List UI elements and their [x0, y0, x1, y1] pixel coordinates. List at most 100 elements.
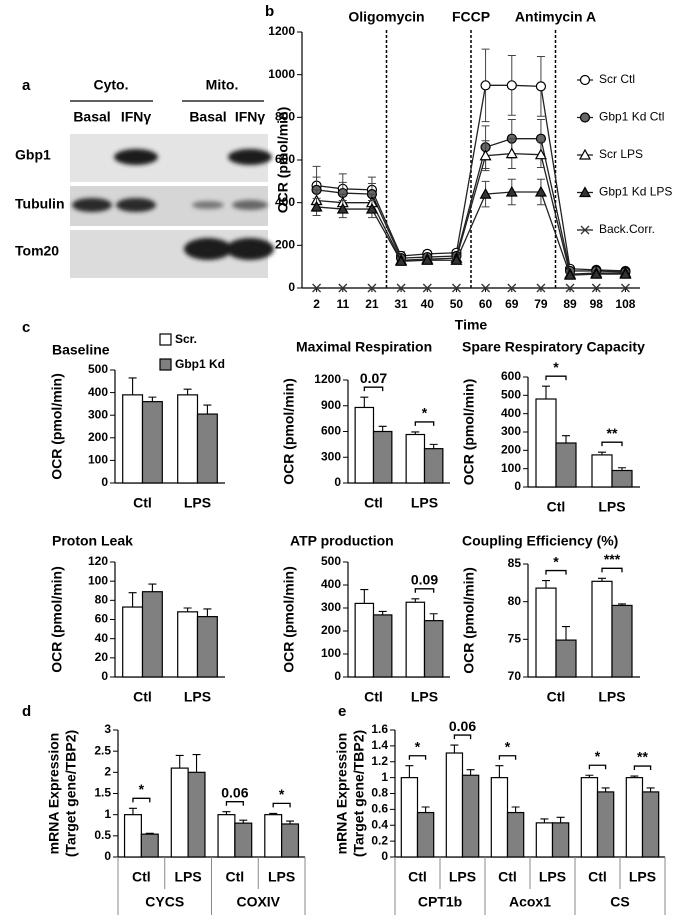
x-tick-label: Ctl: [364, 689, 383, 705]
y-axis-label: (Target gene/TBP2): [351, 730, 367, 857]
error-bar: [630, 775, 639, 778]
y-axis-label: OCR (pmol/min): [281, 566, 297, 673]
significance-bracket: [633, 765, 652, 771]
bar: [372, 430, 393, 484]
marker: [534, 185, 547, 197]
x-tick-label: Ctl: [408, 869, 427, 885]
legend-label: Back.Corr.: [599, 222, 655, 236]
y-tick-label: 1200: [268, 24, 295, 38]
x-tick-label: LPS: [268, 869, 295, 885]
marker: [506, 80, 517, 91]
bar: [405, 433, 426, 484]
error-bar: [222, 811, 231, 815]
legend-marker: [579, 74, 591, 86]
y-tick-label: 300: [501, 424, 521, 438]
y-tick-label: 0: [334, 475, 341, 489]
marker: [534, 148, 547, 160]
error-bar: [360, 396, 369, 408]
bar: [372, 614, 393, 678]
error-bar: [183, 607, 192, 612]
x-tick-label: LPS: [629, 869, 656, 885]
marker: [507, 283, 517, 293]
legend-marker: [580, 225, 590, 235]
error-bar: [286, 820, 295, 824]
marker: [536, 283, 546, 293]
y-axis-label: OCR (pmol/min): [49, 566, 65, 673]
significance-bracket: [601, 441, 623, 447]
bar: [405, 601, 426, 678]
y-tick-label: 2.5: [94, 743, 111, 757]
x-tick-label: 31: [394, 297, 408, 311]
x-tick-label: Ctl: [132, 869, 151, 885]
y-tick-label: 80: [508, 594, 522, 608]
x-tick-label: Ctl: [364, 495, 383, 511]
y-tick-label: 900: [321, 398, 341, 412]
y-tick-label: 0: [381, 849, 388, 863]
chart-title: Baseline: [52, 342, 110, 358]
error-bar: [598, 451, 606, 455]
bar: [555, 442, 577, 488]
marker: [479, 149, 492, 161]
y-tick-label: 60: [95, 612, 109, 626]
lane-label: IFNγ: [121, 109, 152, 125]
significance-label: 0.07: [360, 370, 387, 386]
band: [228, 149, 272, 165]
y-axis-label: OCR (pmol/min): [281, 378, 297, 485]
x-tick-label: LPS: [598, 499, 625, 515]
row-label: Tom20: [15, 243, 59, 259]
x-tick-label: 98: [590, 297, 604, 311]
chart-title: Coupling Efficiency (%): [462, 533, 618, 549]
chart-title: Proton Leak: [52, 533, 133, 549]
y-tick-label: 100: [88, 573, 108, 587]
error-bar: [429, 613, 438, 621]
legend-swatch: [159, 358, 172, 371]
x-tick-label: 11: [336, 297, 349, 311]
error-bar: [562, 435, 570, 443]
bar: [625, 777, 644, 858]
bands: [72, 149, 274, 260]
bar: [177, 611, 199, 678]
blot-group: Cyto.: [94, 77, 129, 93]
y-tick-label: 200: [88, 430, 108, 444]
y-tick-label: 120: [88, 554, 108, 568]
chart-title: Maximal Respiration: [296, 339, 432, 355]
y-axis-label: OCR (pmol/min): [461, 379, 477, 486]
y-tick-label: 300: [321, 600, 341, 614]
marker: [395, 255, 408, 266]
bar: [196, 616, 218, 678]
error-bar: [542, 580, 550, 589]
bar: [354, 602, 375, 678]
bar: [596, 791, 615, 858]
group-label: COXIV: [236, 894, 280, 910]
y-tick-label: 3: [104, 722, 111, 736]
y-tick-label: 600: [321, 424, 341, 438]
significance-label: ***: [604, 551, 621, 567]
y-tick-label: 0: [514, 479, 521, 493]
panel-label: a: [22, 77, 31, 94]
y-tick-label: 600: [275, 152, 295, 166]
x-tick-label: Ctl: [547, 499, 566, 515]
significance-bracket: [363, 386, 384, 392]
significance-label: *: [279, 786, 285, 802]
marker: [479, 187, 492, 199]
error-bar: [495, 765, 504, 778]
significance-bracket: [408, 755, 427, 760]
marker: [590, 267, 603, 279]
bar: [122, 394, 144, 484]
significance-label: 0.06: [449, 718, 476, 734]
error-bar: [405, 765, 414, 778]
y-tick-label: 1200: [314, 372, 341, 386]
x-tick-label: Ctl: [547, 689, 566, 705]
y-tick-label: 20: [95, 650, 109, 664]
y-tick-label: 400: [88, 385, 108, 399]
legend-label: Scr.: [175, 332, 197, 346]
significance-bracket: [588, 764, 607, 770]
significance-label: 0.09: [411, 572, 438, 588]
marker: [310, 200, 323, 212]
x-tick-label: LPS: [449, 869, 476, 885]
legend-marker: [578, 186, 592, 198]
x-tick-label: 50: [450, 297, 464, 311]
lane-label: Basal: [189, 109, 226, 125]
y-tick-label: 1.2: [371, 754, 388, 768]
bar: [281, 823, 300, 858]
